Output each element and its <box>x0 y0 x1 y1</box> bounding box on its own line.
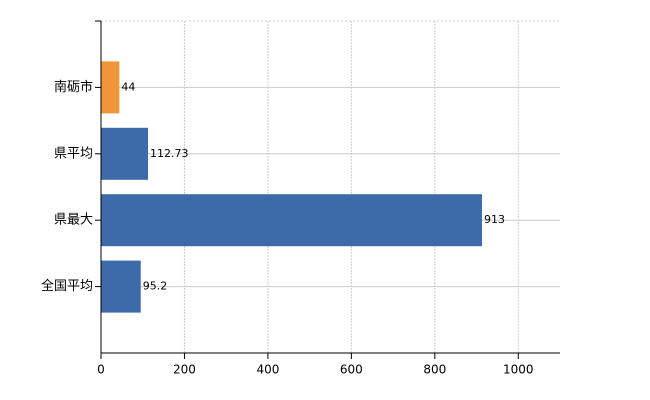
y-tick-label: 全国平均 <box>41 278 93 294</box>
x-tick-label: 1000 <box>503 363 534 377</box>
x-tick-label: 800 <box>423 363 446 377</box>
x-tick-label: 600 <box>340 363 363 377</box>
value-label: 112.73 <box>150 147 189 160</box>
y-tick-label: 県最大 <box>54 213 93 228</box>
bar <box>101 260 141 313</box>
y-tick-label: 南砺市 <box>54 79 93 95</box>
value-label: 44 <box>121 80 135 93</box>
value-label: 95.2 <box>143 280 168 293</box>
x-tick-label: 0 <box>97 363 105 377</box>
x-tick-label: 400 <box>256 363 279 377</box>
bar <box>101 194 482 247</box>
y-tick-label: 県平均 <box>54 146 93 161</box>
bar <box>101 61 120 114</box>
bar <box>101 127 149 180</box>
x-tick-label: 200 <box>173 363 196 377</box>
value-label: 913 <box>484 213 505 226</box>
